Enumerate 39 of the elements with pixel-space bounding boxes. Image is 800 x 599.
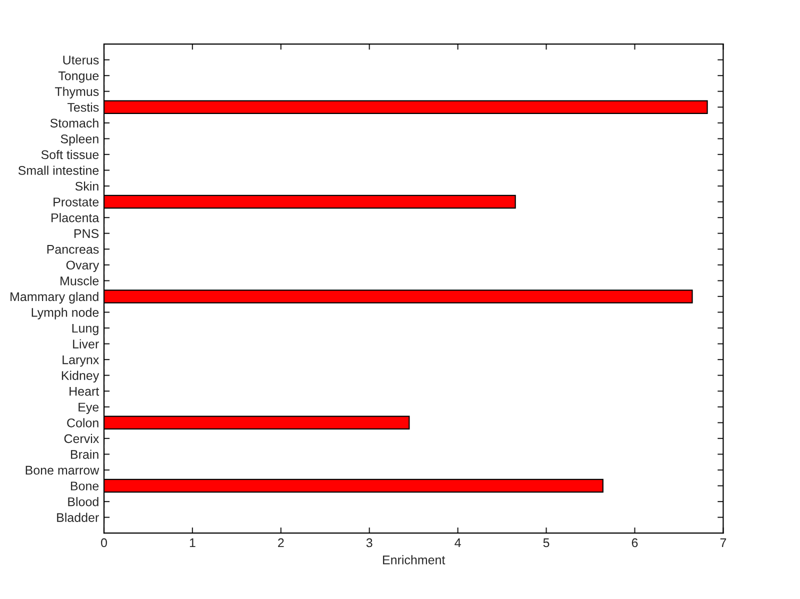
x-axis-title: Enrichment [383,555,446,564]
y-tick-label: Kidney [62,370,100,382]
y-tick-label: Thymus [54,86,99,98]
x-tick-label: 3 [366,538,372,548]
x-tick-label: 4 [454,538,461,548]
y-tick-label: Pancreas [47,245,99,254]
x-tick-label: 1 [190,538,196,548]
y-tick-label: Mammary gland [10,292,98,304]
y-tick-label: Uterus [63,56,99,64]
y-tick-label: Bladder [57,512,99,522]
y-tick-label: Blood [68,497,98,506]
x-tick-label: 5 [543,538,550,548]
x-tick-label: 6 [632,538,638,548]
x-tick-label: 0 [101,538,107,548]
y-tick-label: Placenta [52,213,100,222]
y-tick-label: Larynx [62,355,100,367]
y-tick-label: Bone [70,482,99,490]
y-tick-label: Liver [73,339,99,348]
y-tick-label: Brain [70,450,98,459]
y-tick-label: PNS [74,229,99,238]
y-tick-label: Stomach [50,118,98,128]
y-tick-label: Lymph node [32,308,99,320]
y-tick-label: Spleen [60,134,98,146]
y-tick-label: Lung [72,324,98,336]
x-tick-label: 2 [278,538,284,548]
y-tick-label: Ovary [66,260,100,272]
x-tick-label: 7 [720,538,726,548]
y-tick-label: Cervix [64,434,100,444]
y-tick-label: Tongue [58,72,99,83]
y-tick-label: Colon [67,418,98,428]
y-tick-label: Prostate [54,198,99,206]
y-tick-label: Heart [70,387,100,396]
y-tick-label: Small intestine [18,166,99,175]
y-tick-label: Eye [78,402,99,414]
y-tick-label: Bone marrow [26,466,100,475]
y-tick-label: Muscle [60,276,99,286]
y-tick-label: Skin [75,181,98,191]
y-tick-label: Testis [67,102,99,112]
y-tick-label: Soft tissue [41,150,99,160]
